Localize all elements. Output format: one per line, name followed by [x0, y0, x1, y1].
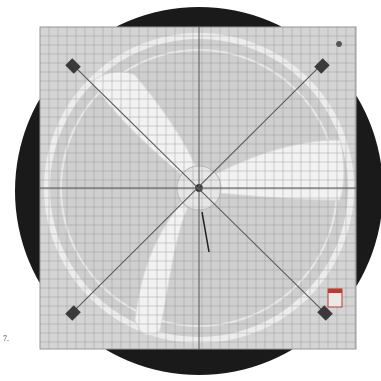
- grille-braces: [40, 27, 356, 349]
- bracket-bottom-left: [65, 305, 81, 321]
- fan-blades: [91, 71, 345, 336]
- bracket-bottom-right: [317, 305, 333, 321]
- mounting-brackets: [65, 58, 333, 321]
- fan-blade-lower-left: [134, 195, 193, 336]
- warning-sticker-band: [328, 289, 342, 293]
- panel-logo: [336, 41, 342, 47]
- bracket-top-left: [65, 58, 81, 74]
- power-wire: [201, 211, 210, 253]
- figure-label: 7.: [3, 334, 9, 343]
- fan-blade-upper-left: [91, 71, 199, 179]
- bracket-top-right: [314, 58, 330, 74]
- fan-blade-right: [204, 139, 345, 201]
